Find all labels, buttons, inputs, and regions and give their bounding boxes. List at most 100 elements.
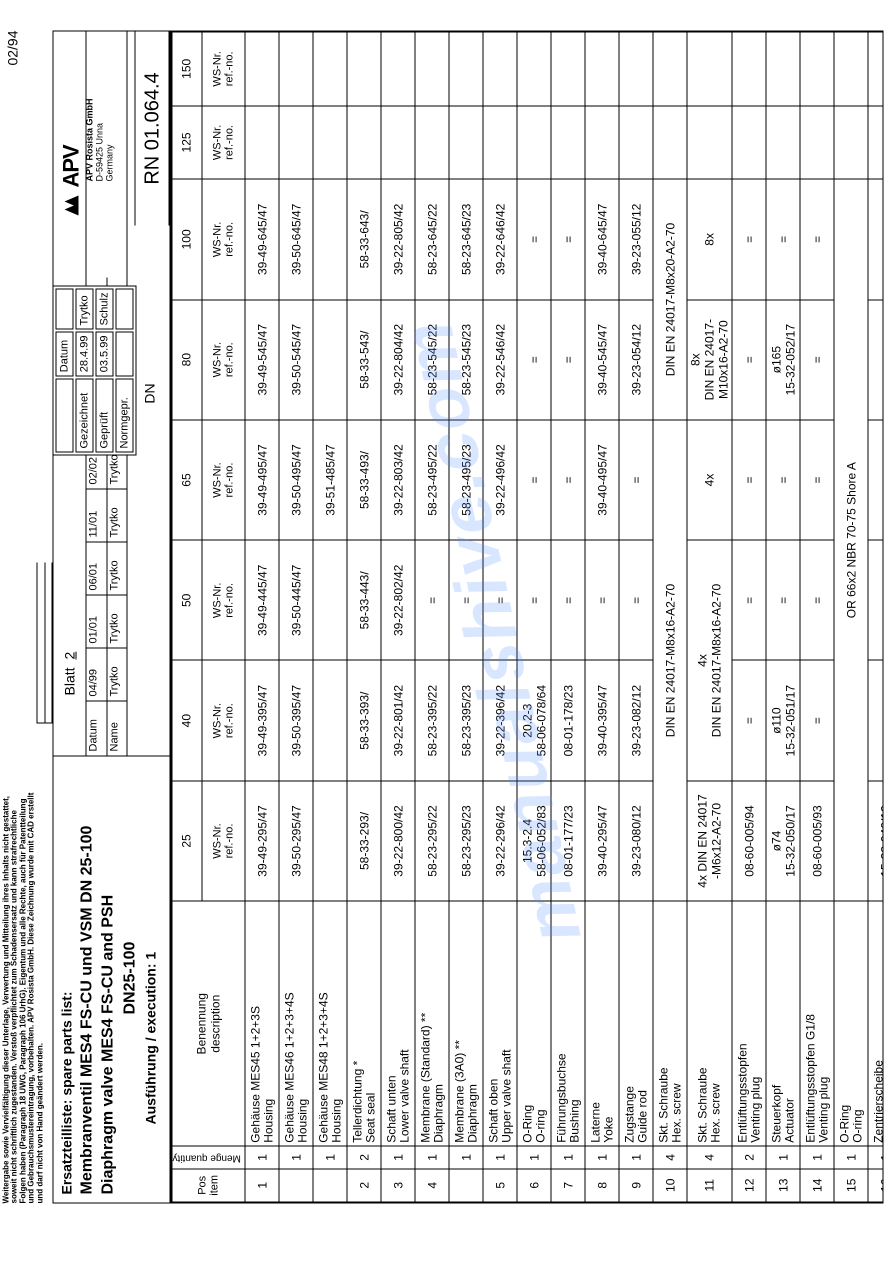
col-size: 65 xyxy=(171,419,202,539)
cell-refno: = xyxy=(732,179,766,299)
cell-refno: 4x DIN EN 24017-M8x16-A2-70 xyxy=(687,540,732,781)
cell-refno xyxy=(347,105,381,179)
cell-refno: 39-51-485/47 xyxy=(313,419,347,539)
cell-refno: 15-28-940/12 xyxy=(868,780,883,900)
title-line3: Diaphragm valve MES4 FS-CU and PSH xyxy=(97,764,119,1194)
cell-refno: = xyxy=(551,540,585,660)
cell-pos: 9 xyxy=(619,1168,653,1201)
cell-refno xyxy=(313,540,347,660)
cell-refno: 39-22-803/42 xyxy=(381,419,415,539)
sign-checked-name: Schulz xyxy=(95,288,113,329)
company-box: APV APV Rosista GmbH D-59425 Unna German… xyxy=(52,30,135,225)
cell-qty: 1 xyxy=(245,1146,279,1168)
cell-refno: 39-40-395/47 xyxy=(585,660,619,780)
cell-qty: 1 xyxy=(551,1146,585,1168)
cell-qty: 1 xyxy=(313,1146,347,1168)
cell-refno: 15.3-2.4 58-06-052/83 xyxy=(517,780,551,900)
cell-refno: = xyxy=(732,299,766,419)
col-size: 40 xyxy=(171,660,202,780)
cell-refno: 08-60-005/94 xyxy=(732,780,766,900)
table-row: 141Entlüftungsstopfen G1/8 Venting plug0… xyxy=(800,32,834,1202)
cell-refno: = xyxy=(619,540,653,660)
cell-pos: 12 xyxy=(732,1168,766,1201)
cell-refno: ø74 15-32-050/17 xyxy=(766,780,800,900)
table-row: 161Zentrierscheibe Centering nut15-28-94… xyxy=(868,32,883,1202)
ws-label: WS-Nr. ref.-no. xyxy=(202,780,245,900)
parts-table: Pos item Menge quantity Benennung descri… xyxy=(170,31,883,1202)
cell-refno: 39-22-800/42 xyxy=(381,780,415,900)
table-row: 91Zugstange Guide rod39-23-080/1239-23-0… xyxy=(619,32,653,1202)
cell-refno xyxy=(381,105,415,179)
cell-refno: 58-23-395/22 xyxy=(415,660,449,780)
cell-refno: = xyxy=(585,540,619,660)
cell-desc: O-Ring O-ring xyxy=(517,901,551,1146)
cell-pos: 14 xyxy=(800,1168,834,1201)
cell-refno: 58-33-543/ xyxy=(347,299,381,419)
col-pos: Pos item xyxy=(171,1168,245,1201)
cell-refno: = xyxy=(619,419,653,539)
cell-refno xyxy=(868,105,883,179)
cell-refno: 20.2-3 58-06-078/64 xyxy=(517,660,551,780)
cell-refno xyxy=(687,32,732,106)
cell-refno: DIN EN 24017-M8x16-A2-70 xyxy=(653,419,687,900)
table-row: 41Membrane (Standard) ** Diaphragm58-23-… xyxy=(415,32,449,1202)
cell-refno: 8x xyxy=(687,179,732,299)
cell-refno: 39-50-295/47 xyxy=(279,780,313,900)
cell-desc: Laterne Yoke xyxy=(585,901,619,1146)
cell-refno: 39-50-445/47 xyxy=(279,540,313,660)
cell-refno: 39-49-445/47 xyxy=(245,540,279,660)
cell-desc: Entlüftungsstopfen Venting plug xyxy=(732,901,766,1146)
cell-refno xyxy=(313,299,347,419)
cell-refno: 4x xyxy=(687,419,732,539)
cell-refno xyxy=(800,32,834,106)
sign-drawn-date: 28.4.99 xyxy=(75,331,93,376)
cell-desc: Skt. Schraube Hex. screw xyxy=(687,901,732,1146)
cell-refno: = xyxy=(517,179,551,299)
cell-refno: 58-23-495/22 xyxy=(415,419,449,539)
cell-refno: DIN EN 24017-M8x20-A2-70 xyxy=(653,179,687,420)
company-country: Germany xyxy=(104,144,114,181)
table-row: 61O-Ring O-ring15.3-2.4 58-06-052/8320.2… xyxy=(517,32,551,1202)
cell-refno: 39-50-645/47 xyxy=(279,179,313,299)
rev-date: 11/01 xyxy=(86,488,106,541)
table-row: 22Tellerdichtung * Seat seal58-33-293/58… xyxy=(347,32,381,1202)
rev-name: Trytko xyxy=(106,541,126,594)
cell-refno: = xyxy=(766,419,800,539)
cell-desc: Schaft oben Upper valve shaft xyxy=(483,901,517,1146)
table-row: 1Gehäuse MES48 1+2+3+4S Housing39-51-485… xyxy=(313,32,347,1202)
cell-refno xyxy=(279,105,313,179)
rev-date: 04/99 xyxy=(86,647,106,700)
cell-refno xyxy=(868,32,883,106)
cell-pos: 15 xyxy=(834,1168,868,1201)
cell-refno: 58-33-393/ xyxy=(347,660,381,780)
table-row: 104Skt. Schraube Hex. screwDIN EN 24017-… xyxy=(653,32,687,1202)
cell-pos xyxy=(279,1168,313,1201)
cell-qty: 1 xyxy=(381,1146,415,1168)
table-row: 51Schaft oben Upper valve shaft39-22-296… xyxy=(483,32,517,1202)
cell-qty: 1 xyxy=(517,1146,551,1168)
cell-refno: 39-23-082/12 xyxy=(619,660,653,780)
cell-refno: = xyxy=(868,179,883,299)
cell-qty: 1 xyxy=(868,1146,883,1168)
cell-refno: 58-23-495/23 xyxy=(449,419,483,539)
cell-refno: = xyxy=(551,179,585,299)
col-size: 100 xyxy=(171,179,202,299)
cell-refno: 39-49-395/47 xyxy=(245,660,279,780)
cell-qty: 1 xyxy=(766,1146,800,1168)
cell-desc: Schaft unten Lower valve shaft xyxy=(381,901,415,1146)
rev-name: Trytko xyxy=(106,647,126,700)
col-size: 50 xyxy=(171,540,202,660)
cell-refno: 8x DIN EN 24017-M10x16-A2-70 xyxy=(687,299,732,419)
rev-date: 01/01 xyxy=(86,594,106,647)
rev-date: 06/01 xyxy=(86,541,106,594)
cell-refno: 39-23-055/12 xyxy=(619,179,653,299)
rev-name: Trytko xyxy=(106,594,126,647)
cell-qty: 2 xyxy=(732,1146,766,1168)
table-row: 122Entlüftungsstopfen Venting plug08-60-… xyxy=(732,32,766,1202)
cell-desc: Membrane (3A0) ** Diaphragm xyxy=(449,901,483,1146)
col-size: 150 xyxy=(171,32,202,106)
cell-refno: 58-23-645/22 xyxy=(415,179,449,299)
col-size: 125 xyxy=(171,105,202,179)
table-row: 151O-Ring O-ringOR 66x2 NBR 70-75 Shore … xyxy=(834,32,868,1202)
cell-refno xyxy=(868,540,883,660)
